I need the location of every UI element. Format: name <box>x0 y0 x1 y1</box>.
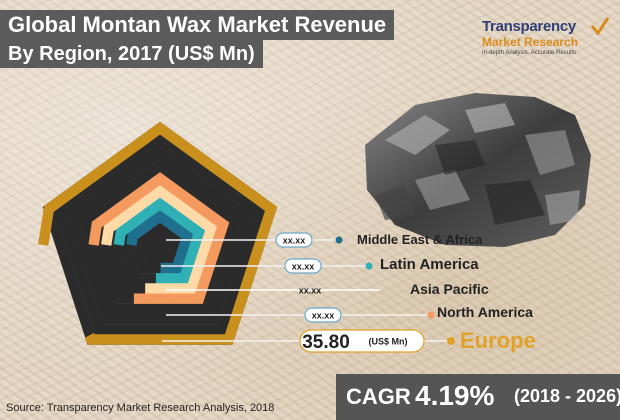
company-logo: Transparency Market Research In-depth An… <box>482 17 614 68</box>
data-label-europe: 35.80 <box>302 332 350 353</box>
tick-label-middle-east-africa: Middle East & Africa <box>357 232 483 247</box>
cagr-banner: CAGR 4.19% (2018 - 2026) <box>336 374 620 420</box>
chart-title-line1: Global Montan Wax Market Revenue <box>0 10 395 40</box>
bar-middle-east-africa <box>126 209 194 274</box>
data-label-asia-pacific: xx.xx <box>299 286 322 296</box>
chart-title-line2: By Region, 2017 (US$ Mn) <box>0 40 263 68</box>
logo-subname: Market Research <box>482 35 579 49</box>
bar-europe <box>38 121 278 345</box>
leader-dot-middle-east-africa <box>335 236 343 244</box>
cagr-label: CAGR <box>346 384 411 409</box>
value-pill-europe <box>299 329 425 353</box>
data-label-north-america: xx.xx <box>312 311 335 321</box>
bar-latin-america <box>113 197 206 284</box>
track-ring <box>54 134 266 335</box>
leader-dot-europe <box>447 337 455 345</box>
source-note: Source: Transparency Market Research Ana… <box>6 402 275 414</box>
leader-dot-north-america <box>427 311 435 319</box>
data-label-latin-america: xx.xx <box>292 262 315 272</box>
montan-wax-image <box>365 93 591 247</box>
logo-name: Transparency <box>482 18 576 35</box>
chart-core <box>142 227 178 260</box>
tick-label-latin-america: Latin America <box>380 256 479 273</box>
value-pill-latin-america <box>284 258 322 274</box>
cagr-value: 4.19% <box>415 380 495 411</box>
tick-label-north-america: North America <box>437 304 533 320</box>
bar-asia-pacific <box>101 184 218 294</box>
tick-label-europe: Europe <box>460 328 536 353</box>
unit-label-europe: (US$ Mn) <box>369 337 408 347</box>
logo-tagline: In-depth Analysis. Accurate Results <box>482 50 577 56</box>
bar-north-america <box>88 172 230 304</box>
value-pill-north-america <box>304 307 342 323</box>
track-ring <box>78 159 242 315</box>
tick-label-asia-pacific: Asia Pacific <box>410 281 489 297</box>
track-ring <box>66 146 254 325</box>
value-pill-middle-east-africa <box>275 232 313 248</box>
cagr-period: (2018 - 2026) <box>514 386 620 406</box>
checkmark-icon <box>590 17 610 36</box>
leader-dot-latin-america <box>365 262 373 270</box>
data-label-middle-east-africa: xx.xx <box>283 236 306 246</box>
